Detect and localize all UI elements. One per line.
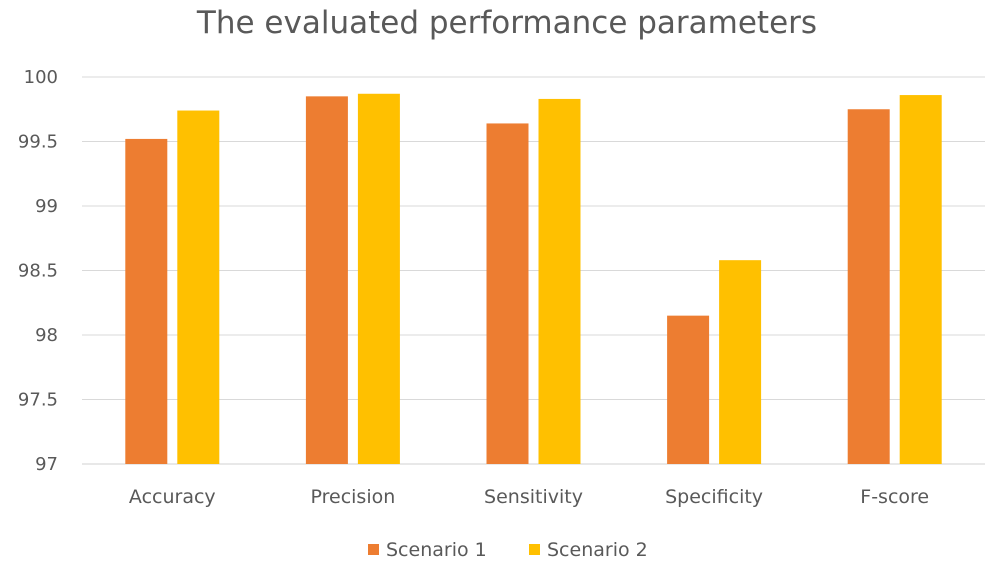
y-axis-tick-labels: 97 97.5 98 98.5 99 99.5 100 <box>18 67 58 475</box>
x-tick-label: Specificity <box>665 486 763 508</box>
bars <box>125 93 942 465</box>
bar-precision-scenario-2 <box>357 93 400 465</box>
bar-f-score-scenario-1 <box>847 109 890 464</box>
legend-label: Scenario 2 <box>547 539 648 561</box>
legend-swatch <box>529 544 540 555</box>
x-tick-label: Sensitivity <box>484 486 583 508</box>
bar-sensitivity-scenario-2 <box>538 98 581 465</box>
y-tick-label: 100 <box>24 67 58 88</box>
x-axis-tick-labels: Accuracy Precision Sensitivity Specificity F… <box>129 486 929 508</box>
legend-label: Scenario 1 <box>386 539 487 561</box>
bar-precision-scenario-1 <box>305 96 348 464</box>
x-tick-label: Accuracy <box>129 486 216 508</box>
bar-f-score-scenario-2 <box>899 95 942 464</box>
y-tick-label: 97.5 <box>18 390 58 411</box>
legend: Scenario 1 Scenario 2 <box>368 539 648 561</box>
bar-specificity-scenario-2 <box>719 260 762 464</box>
bar-sensitivity-scenario-1 <box>486 123 529 464</box>
legend-swatch <box>368 544 379 555</box>
bar-accuracy-scenario-1 <box>125 138 168 465</box>
gridlines <box>82 76 985 465</box>
y-tick-label: 97 <box>35 454 58 475</box>
y-tick-label: 98.5 <box>18 261 58 282</box>
y-tick-label: 99 <box>35 196 58 217</box>
y-tick-label: 99.5 <box>18 132 58 153</box>
x-tick-label: F-score <box>860 486 929 508</box>
chart-title: The evaluated performance parameters <box>196 5 817 41</box>
y-tick-label: 98 <box>35 325 58 346</box>
bar-accuracy-scenario-2 <box>177 110 220 464</box>
bar-specificity-scenario-1 <box>667 315 710 464</box>
x-tick-label: Precision <box>311 486 396 508</box>
